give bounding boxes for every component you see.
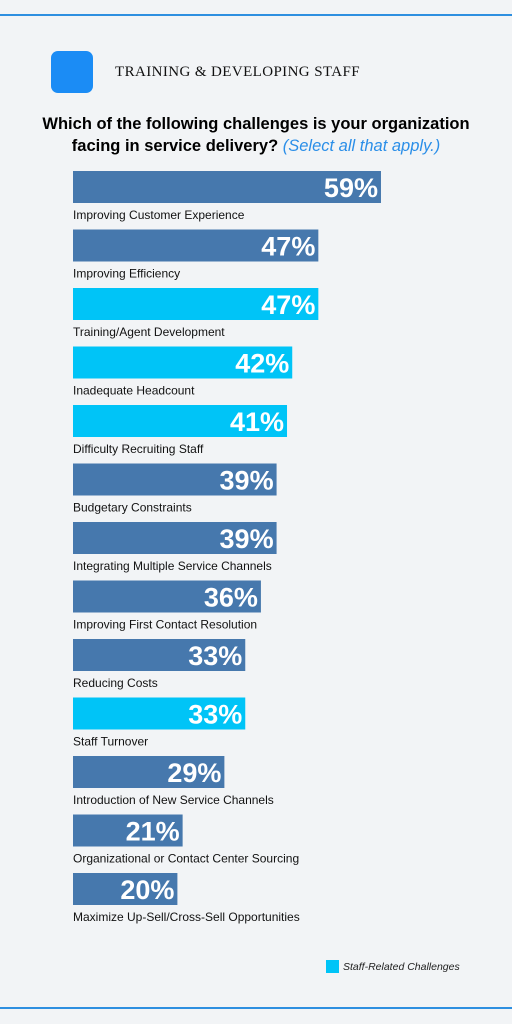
bar [73,639,246,671]
category-label: Integrating Multiple Service Channels [73,559,272,573]
bar [73,288,319,320]
section-header: TRAINING & DEVELOPING STAFF [51,51,360,93]
category-label: Staff Turnover [73,735,148,749]
question-note: (Select all that apply.) [282,137,441,155]
bar [73,873,178,905]
bar [73,229,319,262]
category-label: Improving Customer Experience [73,208,245,222]
bar-value-label: 29% [167,758,221,788]
bar [73,814,183,847]
bar-value-label: 47% [261,290,315,320]
bar-value-label: 20% [120,875,174,905]
section-title: TRAINING & DEVELOPING STAFF [115,63,361,80]
top-divider [0,14,512,16]
bar [73,463,277,496]
bar-value-label: 33% [188,700,242,730]
category-label: Improving First Contact Resolution [73,618,257,632]
bar-value-label: 41% [230,407,284,437]
bar-value-label: 59% [324,173,378,203]
bar-value-label: 39% [220,524,274,554]
bar [73,346,293,379]
category-label: Reducing Costs [73,676,158,690]
bar-value-label: 47% [261,232,315,262]
bar [73,522,277,554]
category-label: Introduction of New Service Channels [73,793,274,807]
survey-question: Which of the following challenges is you… [20,113,492,157]
bar-value-label: 39% [220,466,274,496]
bar [73,756,225,788]
bar [73,405,288,437]
bar-value-label: 33% [188,641,242,671]
bar [73,171,381,203]
logo-square-icon [51,51,93,93]
bar-value-label: 42% [235,349,289,379]
category-label: Inadequate Headcount [73,384,195,398]
category-label: Difficulty Recruiting Staff [73,442,204,456]
category-label: Organizational or Contact Center Sourcin… [73,852,299,866]
bar-value-label: 21% [126,817,180,847]
category-label: Budgetary Constraints [73,501,192,515]
legend: Staff-Related Challenges [326,960,460,973]
bottom-divider [0,1007,512,1009]
question-text: Which of the following challenges is you… [42,115,470,155]
category-label: Improving Efficiency [73,267,180,281]
bar-value-label: 36% [204,583,258,613]
legend-swatch [326,960,339,973]
category-label: Training/Agent Development [73,325,225,339]
bar [73,697,246,730]
bar [73,580,261,613]
category-label: Maximize Up-Sell/Cross-Sell Opportunitie… [73,910,300,924]
legend-label: Staff-Related Challenges [343,960,460,973]
